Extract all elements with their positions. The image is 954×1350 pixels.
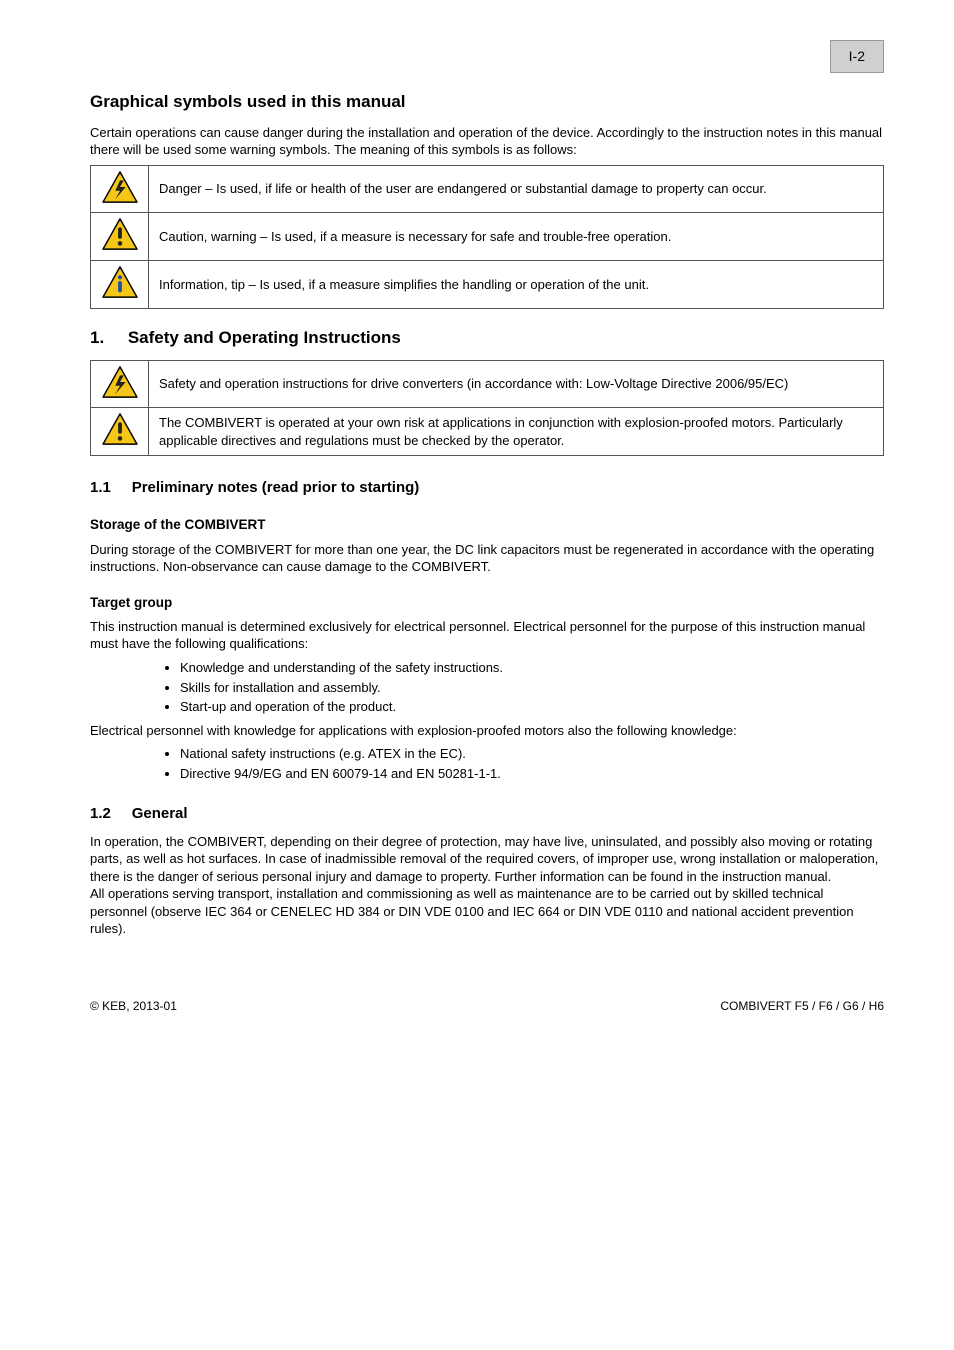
excl-icon xyxy=(91,213,149,261)
section-general-heading: 1.2 General xyxy=(90,804,884,824)
chapter-heading: 1. Safety and Operating Instructions xyxy=(90,327,884,350)
section-number: 1.1 xyxy=(90,479,111,496)
chapter-warning-table: Safety and operation instructions for dr… xyxy=(90,360,884,457)
storage-note-body: During storage of the COMBIVERT for more… xyxy=(90,541,884,576)
table-row: Danger – Is used, if life or health of t… xyxy=(91,165,884,213)
section-number: 1.2 xyxy=(90,805,111,822)
section-preliminary-heading: 1.1 Preliminary notes (read prior to sta… xyxy=(90,478,884,498)
list-item: Directive 94/9/EG and EN 60079-14 and EN… xyxy=(180,765,884,783)
symbol-description: Information, tip – Is used, if a measure… xyxy=(149,261,884,309)
symbol-description: Caution, warning – Is used, if a measure… xyxy=(149,213,884,261)
table-row: Safety and operation instructions for dr… xyxy=(91,360,884,408)
page-number-box: I-2 xyxy=(830,40,884,73)
symbol-legend-table: Danger – Is used, if life or health of t… xyxy=(90,165,884,309)
table-row: The COMBIVERT is operated at your own ri… xyxy=(91,408,884,456)
list-item: Knowledge and understanding of the safet… xyxy=(180,659,884,677)
qualification-list-2: National safety instructions (e.g. ATEX … xyxy=(180,745,884,782)
chapter-number: 1. xyxy=(90,328,104,347)
section-title: Preliminary notes (read prior to startin… xyxy=(132,479,420,496)
page-footer: © KEB, 2013-01 COMBIVERT F5 / F6 / G6 / … xyxy=(90,998,884,1014)
list-item: National safety instructions (e.g. ATEX … xyxy=(180,745,884,763)
bolt-icon xyxy=(91,165,149,213)
section-title: General xyxy=(132,805,188,822)
bolt-icon xyxy=(91,360,149,408)
table-row: Caution, warning – Is used, if a measure… xyxy=(91,213,884,261)
section-general-body: In operation, the COMBIVERT, depending o… xyxy=(90,833,884,938)
symbol-description: Danger – Is used, if life or health of t… xyxy=(149,165,884,213)
list-item: Start-up and operation of the product. xyxy=(180,698,884,716)
chapter-title: Safety and Operating Instructions xyxy=(128,328,401,347)
target-group-heading: Target group xyxy=(90,594,884,612)
symbol-legend-intro: Certain operations can cause danger duri… xyxy=(90,124,884,159)
footer-left: © KEB, 2013-01 xyxy=(90,998,177,1014)
bullets-lead-2: Electrical personnel with knowledge for … xyxy=(90,722,884,740)
footer-right: COMBIVERT F5 / F6 / G6 / H6 xyxy=(720,998,884,1014)
excl-icon xyxy=(91,408,149,456)
target-group-body: This instruction manual is determined ex… xyxy=(90,618,884,653)
list-item: Skills for installation and assembly. xyxy=(180,679,884,697)
warning-text: Safety and operation instructions for dr… xyxy=(149,360,884,408)
info-icon xyxy=(91,261,149,309)
warning-text: The COMBIVERT is operated at your own ri… xyxy=(149,408,884,456)
table-row: Information, tip – Is used, if a measure… xyxy=(91,261,884,309)
page-number: I-2 xyxy=(849,48,865,64)
symbol-legend-title: Graphical symbols used in this manual xyxy=(90,91,884,114)
storage-note-heading: Storage of the COMBIVERT xyxy=(90,516,884,534)
qualification-list-1: Knowledge and understanding of the safet… xyxy=(180,659,884,716)
